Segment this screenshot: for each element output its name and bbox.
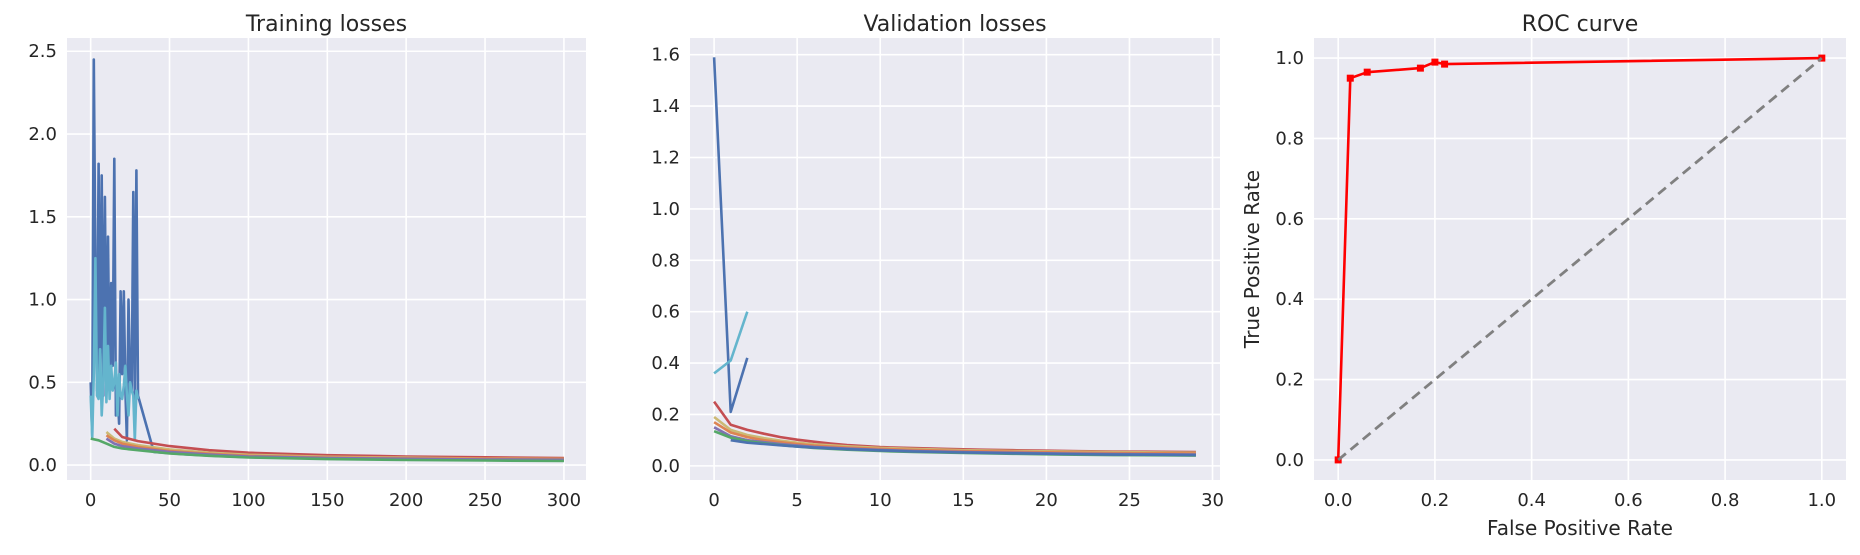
validation-losses-series-line-7 [730, 438, 1196, 457]
training-losses-x-tick-label: 150 [310, 490, 344, 511]
roc-curve-point-marker [1346, 74, 1354, 82]
validation-losses-y-tick-label: 0.0 [651, 456, 680, 477]
training-losses-title: Training losses [245, 12, 407, 37]
roc-curve-point-marker [1334, 456, 1342, 464]
roc-curve-y-tick-label: 0.0 [1275, 450, 1304, 471]
validation-losses-y-tick-label: 1.6 [651, 45, 680, 66]
roc-curve-point-marker [1416, 64, 1424, 72]
validation-losses-x-tick-label: 20 [1035, 490, 1058, 511]
training-losses-panel: 0 50 100 150 200 250 300 0.0 0.5 1.0 1.5 2.0 2.5 Trai… [28, 12, 586, 511]
validation-losses-y-tick-label: 0.6 [651, 302, 680, 323]
validation-losses-series-line-0 [712, 57, 749, 414]
validation-losses-panel: 0 5 10 15 20 25 30 0.0 0.2 0.4 0.6 0.8 1.0 1.2 1.4 1.6 V… [651, 12, 1224, 511]
roc-curve-x-tick-label: 0.2 [1421, 490, 1450, 511]
training-losses-x-tick-label: 100 [231, 490, 265, 511]
validation-losses-plot-area [690, 38, 1220, 480]
training-losses-y-tick-label: 0.5 [28, 372, 57, 393]
roc-curve-series-line-1 [1337, 57, 1823, 461]
validation-losses-y-tick-label: 0.8 [651, 250, 680, 271]
training-losses-y-tick-label: 2.0 [28, 124, 57, 145]
training-losses-y-tick-label: 0.0 [28, 455, 57, 476]
roc-curve-x-tick-label: 1.0 [1807, 490, 1836, 511]
roc-curve-point-marker [1431, 58, 1439, 66]
roc-curve-title: ROC curve [1522, 12, 1639, 37]
roc-curve-y-tick-label: 0.6 [1275, 209, 1304, 230]
roc-curve-x-tick-label: 0.4 [1517, 490, 1546, 511]
validation-losses-title: Validation losses [863, 12, 1046, 37]
training-losses-y-tick-label: 1.5 [28, 207, 57, 228]
roc-curve-x-axis-label: False Positive Rate [1487, 516, 1673, 540]
roc-curve-y-tick-label: 0.8 [1275, 128, 1304, 149]
training-losses-series-line-6 [90, 437, 564, 463]
training-losses-x-tick-label: 50 [158, 490, 181, 511]
validation-losses-x-tick-label: 5 [791, 490, 802, 511]
training-losses-y-tick-label: 2.5 [28, 41, 57, 62]
validation-losses-y-tick-label: 1.2 [651, 147, 680, 168]
validation-losses-x-tick-label: 25 [1118, 490, 1141, 511]
training-losses-y-tick-label: 1.0 [28, 290, 57, 311]
training-losses-series-line-1 [89, 256, 140, 442]
roc-curve-panel: 0.0 0.2 0.4 0.6 0.8 1.0 0.0 0.2 0.4 0.6 0.8 1.0 ROC … [1240, 12, 1846, 540]
validation-losses-x-tick-label: 0 [708, 490, 719, 511]
roc-curve-x-tick-label: 0.0 [1324, 490, 1353, 511]
validation-losses-x-tick-label: 30 [1201, 490, 1224, 511]
roc-curve-y-tick-label: 0.4 [1275, 289, 1304, 310]
roc-curve-y-tick-label: 0.2 [1275, 370, 1304, 391]
training-losses-x-tick-label: 0 [85, 490, 96, 511]
roc-curve-x-tick-label: 0.6 [1614, 490, 1643, 511]
validation-losses-y-tick-label: 1.0 [651, 199, 680, 220]
roc-curve-point-marker [1818, 54, 1826, 62]
validation-losses-series-line-1 [713, 311, 749, 375]
validation-losses-x-tick-label: 10 [869, 490, 892, 511]
training-losses-x-tick-label: 200 [389, 490, 423, 511]
roc-curve-point-marker [1441, 60, 1449, 68]
training-losses-x-tick-label: 250 [468, 490, 502, 511]
validation-losses-x-tick-label: 15 [952, 490, 975, 511]
roc-curve-y-tick-label: 1.0 [1275, 48, 1304, 69]
roc-curve-x-tick-label: 0.8 [1711, 490, 1740, 511]
validation-losses-y-tick-label: 0.2 [651, 404, 680, 425]
roc-curve-y-axis-label: True Positive Rate [1240, 170, 1264, 349]
training-losses-x-tick-label: 300 [547, 490, 581, 511]
validation-losses-y-tick-label: 0.4 [651, 353, 680, 374]
roc-curve-point-marker [1363, 68, 1371, 76]
validation-losses-y-tick-label: 1.4 [651, 96, 680, 117]
